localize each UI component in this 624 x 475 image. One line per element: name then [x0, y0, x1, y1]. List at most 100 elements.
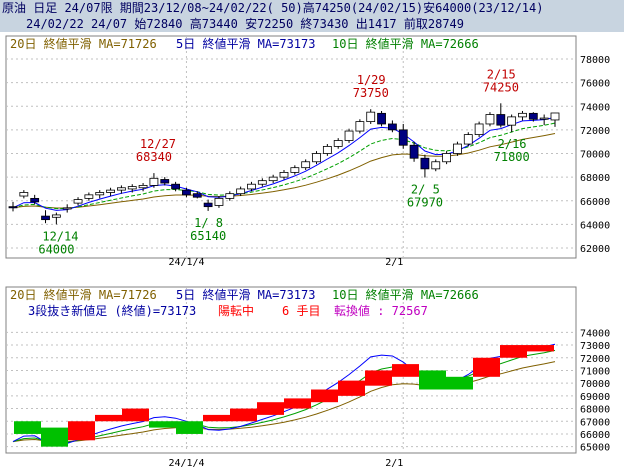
- upper-legend-ma5: 5日 終値平滑 MA=73173: [176, 36, 315, 51]
- upper-y-tick-label: 78000: [580, 55, 610, 66]
- lower-y-tick-label: 65000: [580, 443, 610, 454]
- upper-grid: [6, 36, 576, 258]
- line-break-brick: [473, 357, 500, 377]
- candle-body: [171, 183, 181, 190]
- candle-body: [19, 192, 29, 197]
- candle-body: [301, 161, 311, 169]
- candle-body: [387, 123, 397, 131]
- reversal-value: 転換値 : 72567: [334, 303, 428, 318]
- upper-x-axis: 24/1/4 2/1: [168, 257, 403, 268]
- candle-body: [431, 161, 441, 170]
- candle-body: [30, 197, 40, 203]
- annotation-date: 12/27: [140, 137, 176, 151]
- lower-x-axis: 24/1/4 2/1: [168, 458, 403, 469]
- line-break-brick: [68, 421, 95, 441]
- lower-y-tick-label: 71000: [580, 366, 610, 377]
- candle-body: [539, 117, 549, 120]
- candle-body: [322, 146, 332, 154]
- upper-y-tick-label: 62000: [580, 244, 610, 255]
- candle-body: [344, 130, 354, 141]
- candle-body: [442, 153, 452, 163]
- candle-body: [355, 121, 365, 132]
- lower-legend-ma10: 10日 終値平滑 MA=72666: [332, 287, 479, 302]
- line-break-brick: [176, 421, 203, 434]
- candle-body: [257, 180, 267, 185]
- line-break-brick: [95, 414, 122, 422]
- lower-x-tick-label: 24/1/4: [168, 458, 204, 469]
- annotation-price: 64000: [38, 242, 74, 256]
- three-line-break-chart: 20日 終値平滑 MA=71726 5日 終値平滑 MA=73173 10日 終…: [5, 286, 610, 469]
- upper-y-tick-label: 72000: [580, 126, 610, 137]
- candle-body: [409, 144, 419, 159]
- trend-state: 陽転中: [218, 303, 254, 318]
- lower-y-tick-label: 69000: [580, 392, 610, 403]
- upper-y-axis: 78000 76000 74000 72000 70000 68000 66000 64000…: [580, 55, 610, 255]
- candle-body: [366, 111, 376, 123]
- annotation-date: 2/ 5: [411, 182, 440, 196]
- line-break-info: 3段抜き新値足 (終値)=73173: [28, 303, 196, 318]
- title-bar-line1: 原油 日足 24/07限 期間23/12/08~24/02/22( 50)高74…: [0, 0, 624, 16]
- upper-legend-ma10: 10日 終値平滑 MA=72666: [332, 36, 479, 51]
- candle-body: [117, 187, 126, 191]
- candle-body: [268, 176, 278, 182]
- lower-y-tick-label: 72000: [580, 354, 610, 365]
- annotation-date: 2/16: [498, 137, 527, 151]
- candle-body: [41, 215, 50, 221]
- candle-body: [485, 114, 495, 125]
- annotation-price: 73750: [353, 86, 389, 100]
- upper-y-tick-label: 64000: [580, 220, 610, 231]
- candle-body: [95, 192, 105, 196]
- ma20-line: [12, 133, 556, 209]
- lower-legend-ma5: 5日 終値平滑 MA=73173: [176, 287, 315, 302]
- upper-ma-lines: [12, 116, 556, 211]
- annotation-price: 67970: [407, 195, 443, 209]
- candlestick-chart: 20日 終値平滑 MA=71726 5日 終値平滑 MA=73173 10日 終…: [5, 35, 610, 268]
- candle-body: [377, 112, 386, 125]
- upper-y-tick-label: 76000: [580, 79, 610, 90]
- candle-body: [453, 143, 462, 154]
- candle-body: [8, 206, 18, 209]
- candle-body: [192, 193, 202, 198]
- ma5-line: [12, 116, 556, 211]
- line-break-brick: [122, 408, 149, 422]
- candle-body: [214, 197, 224, 206]
- annotation-price: 68340: [136, 150, 172, 164]
- candle-body: [507, 116, 517, 126]
- candle-body: [290, 167, 300, 173]
- candle-body: [106, 189, 115, 193]
- line-break-brick: [338, 380, 365, 396]
- candle-body: [496, 114, 506, 126]
- candle-body: [84, 194, 94, 199]
- candle-body: [138, 184, 148, 189]
- candle-body: [333, 140, 343, 147]
- upper-legend-ma20: 20日 終値平滑 MA=71726: [10, 36, 157, 51]
- line-break-brick: [311, 389, 338, 403]
- line-break-brick: [500, 345, 527, 358]
- candle-body: [51, 214, 61, 218]
- lower-y-tick-label: 67000: [580, 417, 610, 428]
- candle-body: [420, 157, 430, 170]
- candle-body: [160, 179, 170, 184]
- ma10-line: [12, 122, 556, 210]
- candle-body: [518, 112, 527, 118]
- upper-y-tick-label: 66000: [580, 197, 610, 208]
- line-break-bricks: [14, 345, 554, 447]
- candle-body: [225, 193, 235, 199]
- lower-y-tick-label: 68000: [580, 405, 610, 416]
- candle-body: [398, 129, 408, 146]
- lower-y-tick-label: 74000: [580, 328, 610, 339]
- annotation-date: 2/15: [487, 67, 516, 81]
- upper-x-tick-label: 2/1: [385, 257, 403, 268]
- line-break-brick: [230, 408, 257, 422]
- upper-plot-frame: [5, 35, 577, 259]
- annotation-date: 1/ 8: [194, 216, 223, 230]
- line-break-brick: [392, 364, 419, 377]
- candle-body: [528, 112, 538, 120]
- candle-body: [312, 153, 321, 163]
- lower-y-tick-label: 70000: [580, 379, 610, 390]
- candle-body: [247, 183, 256, 190]
- candle-body: [73, 199, 83, 204]
- candle-body: [550, 112, 560, 121]
- candle-body: [236, 188, 246, 195]
